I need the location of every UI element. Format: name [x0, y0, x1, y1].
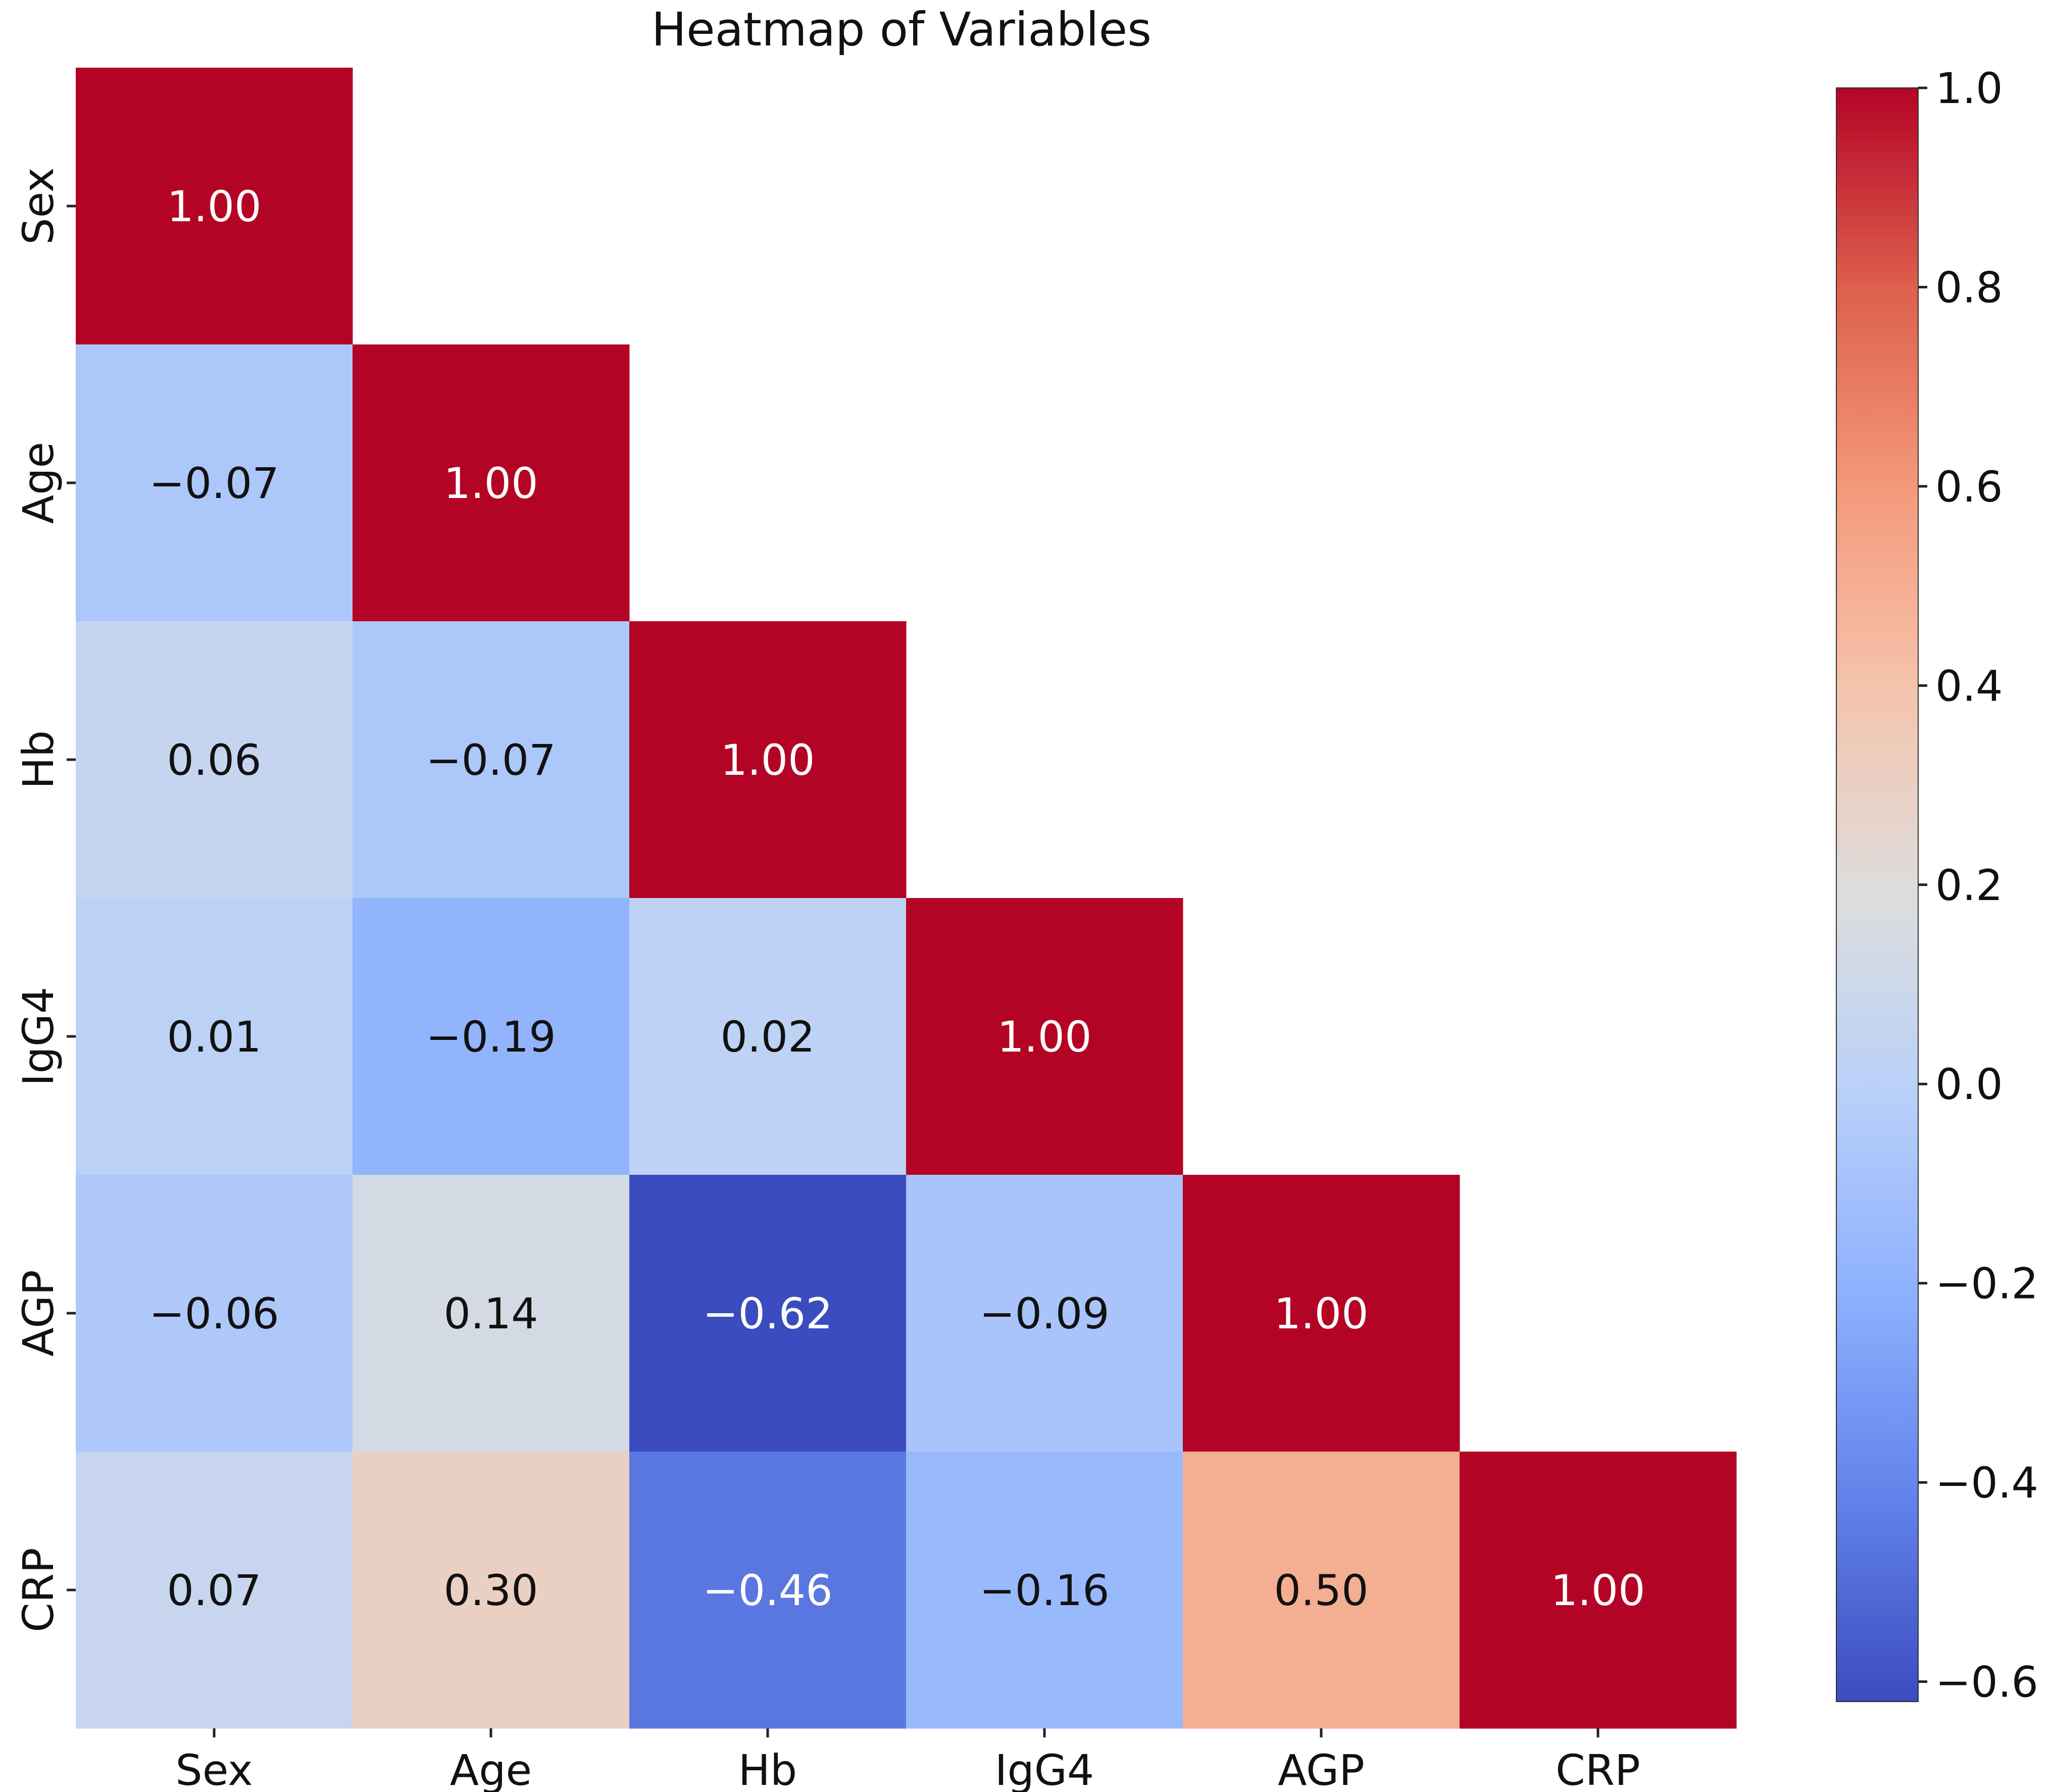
y-tick-label: IgG4	[14, 987, 63, 1086]
y-tick-label: Sex	[14, 167, 63, 244]
heatmap-cell	[353, 1175, 630, 1452]
heatmap-cell	[353, 898, 630, 1175]
x-tick-label: CRP	[1556, 1746, 1640, 1792]
heatmap-cell	[629, 621, 907, 899]
heatmap-cell	[906, 898, 1183, 1175]
heatmap-cell	[629, 1175, 907, 1452]
colorbar-gradient	[1836, 88, 1918, 1702]
heatmap-cell	[906, 1175, 1183, 1452]
cell-value-label: 0.14	[443, 1289, 538, 1338]
cell-value-label: −0.06	[149, 1289, 279, 1338]
cell-value-label: 1.00	[167, 182, 261, 231]
chart-title: Heatmap of Variables	[652, 3, 1152, 57]
x-axis: Sex Age Hb IgG4 AGP CRP	[175, 1728, 1640, 1792]
heatmap-cells: 1.00 −0.07 1.00 0.06 −0.07 1.00 0.01 −0.19 0.02 1…	[76, 68, 1737, 1729]
colorbar-tick-label: 1.0	[1935, 64, 2003, 113]
heatmap-cell	[76, 898, 353, 1175]
x-tick-label: AGP	[1278, 1746, 1365, 1792]
colorbar-tick-label: −0.2	[1935, 1259, 2038, 1309]
cell-value-label: 1.00	[1274, 1289, 1368, 1338]
cell-value-label: −0.09	[979, 1289, 1109, 1338]
x-tick-label: IgG4	[995, 1746, 1094, 1792]
heatmap-cell	[76, 68, 353, 345]
heatmap-cell	[629, 898, 907, 1175]
cell-value-label: −0.16	[979, 1566, 1109, 1615]
cell-value-label: 1.00	[1550, 1566, 1645, 1615]
y-axis: Sex Age Hb IgG4 AGP CRP	[14, 167, 76, 1632]
heatmap-cell	[76, 621, 353, 899]
heatmap-cell	[76, 1175, 353, 1452]
heatmap-cell	[1183, 1452, 1460, 1729]
cell-value-label: 0.01	[167, 1012, 261, 1062]
cell-value-label: −0.46	[703, 1566, 832, 1615]
heatmap-cell	[353, 1452, 630, 1729]
cell-value-label: 0.02	[720, 1012, 815, 1062]
x-tick-label: Sex	[175, 1746, 253, 1792]
cell-value-label: 0.06	[167, 735, 261, 785]
y-tick-label: Age	[14, 442, 63, 524]
cell-value-label: −0.19	[426, 1012, 556, 1062]
heatmap-cell	[1183, 1175, 1460, 1452]
colorbar-tick-label: 0.6	[1935, 462, 2003, 512]
heatmap-cell	[353, 621, 630, 899]
heatmap-cell	[76, 1452, 353, 1729]
heatmap-cell	[629, 1452, 907, 1729]
colorbar-tick-label: 0.4	[1935, 661, 2003, 711]
cell-value-label: 0.50	[1274, 1566, 1368, 1615]
heatmap-cell	[353, 344, 630, 622]
cell-value-label: −0.62	[703, 1289, 832, 1338]
x-tick-label: Hb	[738, 1746, 797, 1792]
y-tick-label: Hb	[14, 730, 63, 789]
cell-value-label: 1.00	[720, 735, 815, 785]
y-tick-label: AGP	[14, 1270, 63, 1357]
cell-value-label: 0.07	[167, 1566, 261, 1615]
cell-value-label: 0.30	[443, 1566, 538, 1615]
cell-value-label: 1.00	[443, 459, 538, 508]
cell-value-label: −0.07	[426, 735, 556, 785]
colorbar-tick-label: −0.6	[1935, 1658, 2038, 1707]
x-tick-label: Age	[450, 1746, 532, 1792]
heatmap-cell	[76, 344, 353, 622]
heatmap-cell	[1460, 1452, 1737, 1729]
colorbar-tick-label: 0.8	[1935, 263, 2003, 312]
colorbar-tick-label: 0.2	[1935, 861, 2003, 910]
colorbar-tick-label: 0.0	[1935, 1060, 2003, 1109]
heatmap-cell	[906, 1452, 1183, 1729]
colorbar-outline	[1836, 87, 1919, 1702]
y-tick-label: CRP	[14, 1548, 63, 1632]
colorbar-tick-label: −0.4	[1935, 1458, 2038, 1508]
colorbar: 1.0 0.8 0.6 0.4 0.2 0.0 −0.2 −0.4 −0.6	[1836, 64, 2038, 1707]
cell-value-label: 1.00	[997, 1012, 1091, 1062]
cell-value-label: −0.07	[149, 459, 279, 508]
